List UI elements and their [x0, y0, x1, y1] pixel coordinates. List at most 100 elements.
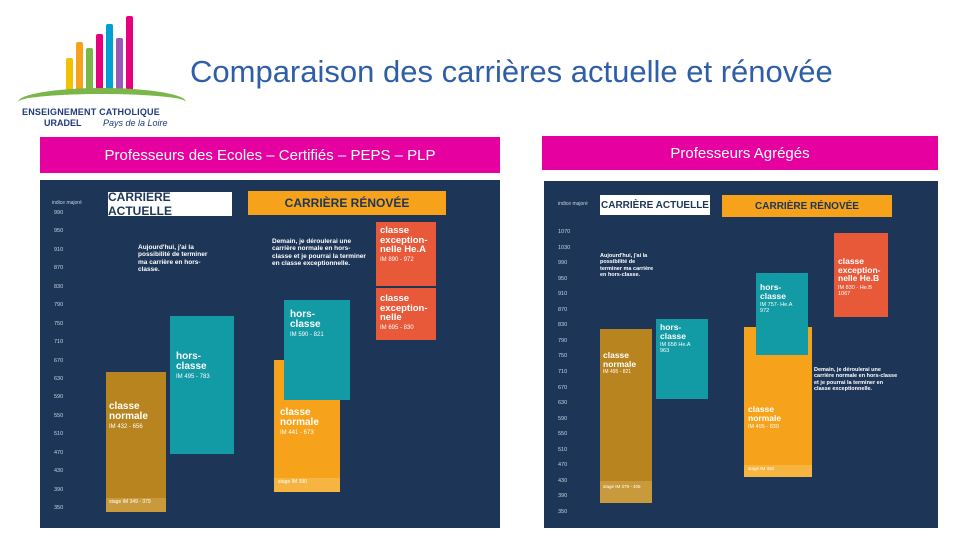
logo-arc	[18, 88, 186, 116]
y-tick-label: 790	[54, 302, 64, 309]
y-tick-label: 430	[558, 477, 568, 484]
header-renovee: CARRIÈRE RÉNOVÉE	[722, 195, 892, 217]
block-hors-classe-renovee: hors-classe IM 757- He.A 972	[756, 273, 808, 355]
block-im: IM 757- He.A 972	[760, 302, 793, 315]
y-tick-label: 550	[54, 412, 64, 419]
logo-tagline: Pays de la Loire	[103, 118, 168, 128]
y-tick-label: 1030	[558, 244, 571, 251]
y-tick-label: 950	[54, 228, 64, 235]
header-actuelle: CARRIÈRE ACTUELLE	[108, 190, 232, 218]
block-classe-exceptionnelle-heb: classe exception-nelle He.B IM 830 - He.…	[834, 233, 888, 317]
block-im: stage IM 390	[278, 479, 307, 485]
y-tick-label: 350	[558, 509, 568, 515]
block-im: stage IM 379 - 405	[603, 484, 641, 489]
block-im: IM 495 - 821	[603, 369, 632, 375]
block-im: IM 441 - 673	[280, 430, 314, 436]
block-name: classe normale	[280, 407, 319, 428]
header-renovee: CARRIÈRE RÉNOVÉE	[248, 191, 446, 215]
y-tick-label: 990	[54, 210, 64, 216]
block-name: classe exception-nelle He.A	[380, 225, 428, 255]
y-tick-label: 590	[558, 415, 568, 422]
y-tick-label: 990	[558, 260, 568, 267]
y-tick-label: 670	[54, 357, 64, 364]
logo	[14, 12, 186, 132]
y-tick-label: 1070	[558, 229, 571, 235]
y-tick-label: 870	[54, 265, 64, 272]
y-tick-label: 430	[54, 468, 64, 475]
block-name: classe exception-nelle	[380, 293, 428, 323]
y-tick-label: 830	[558, 322, 568, 329]
logo-text: ENSEIGNEMENT CATHOLIQUE	[22, 107, 160, 117]
note-actuelle: Aujourd'hui, j'ai la possibilité de term…	[138, 244, 208, 274]
logo-bar	[86, 48, 93, 94]
y-tick-label: 750	[558, 353, 568, 360]
note-renovee: Demain, je déroulerai une carrière norma…	[814, 367, 898, 392]
logo-bar	[116, 38, 123, 94]
block-stage-renovee: stage IM 390	[274, 478, 340, 492]
chart-panel-left: indice majoré 990 950 910 870 830 790 750 710 67…	[40, 180, 500, 528]
block-name: hors-classe	[290, 309, 321, 330]
block-name: hors-classe	[176, 351, 207, 372]
banner-right: Professeurs Agrégés	[542, 136, 938, 170]
y-tick-label: 390	[54, 486, 64, 493]
y-tick-label: 470	[54, 449, 64, 456]
block-name: classe normale	[748, 404, 782, 423]
logo-bar	[106, 24, 113, 94]
block-im: IM 495 - 830	[748, 424, 779, 430]
block-stage-actuelle: stage IM 349 - 379	[106, 498, 166, 512]
y-tick-label: 910	[558, 291, 568, 298]
page-title: Comparaison des carrières actuelle et ré…	[190, 54, 833, 89]
logo-bar	[66, 58, 73, 94]
y-tick-label: 630	[558, 400, 568, 407]
block-classe-normale-actuelle: classe normale IM 432 - 656	[106, 372, 166, 498]
y-tick-label: 510	[54, 431, 64, 438]
header-actuelle: CARRIÈRE ACTUELLE	[600, 195, 710, 215]
y-tick-label: 630	[54, 375, 64, 382]
block-im: IM 830 - He.B 1067	[838, 284, 872, 297]
block-classe-exceptionnelle: classe exception-nelle IM 695 - 830	[376, 288, 436, 340]
block-name: hors-classe	[660, 322, 686, 341]
y-tick-label: 470	[558, 462, 568, 469]
logo-bar	[76, 42, 83, 94]
block-im: IM 495 - 783	[176, 374, 210, 380]
block-name: hors-classe	[760, 282, 786, 301]
y-tick-label: 390	[558, 493, 568, 500]
block-im: IM 432 - 656	[109, 424, 143, 430]
block-im: IM 695 - 830	[380, 324, 414, 331]
y-tick-label: 910	[54, 246, 64, 253]
y-tick-label: 750	[54, 320, 64, 327]
banner-left: Professeurs des Ecoles – Certifiés – PEP…	[40, 137, 500, 173]
block-hors-classe-renovee: hors-classe IM 590 - 821	[284, 300, 350, 400]
y-tick-label: 550	[558, 431, 568, 438]
block-im: IM 890 - 972	[380, 256, 414, 263]
block-name: classe normale	[109, 401, 148, 422]
y-tick-label: 870	[558, 306, 568, 313]
y-tick-label: 510	[558, 446, 568, 453]
chart-panel-right: indice majoré 1070 1030 990 950 910 870 830 790…	[544, 181, 938, 528]
y-tick-label: 950	[558, 275, 568, 282]
block-name: classe exception-nelle He.B	[838, 256, 881, 283]
note-actuelle: Aujourd'hui, j'ai la possibilité de term…	[600, 253, 654, 278]
block-im: IM 658 He.A 963	[660, 342, 691, 355]
logo-bar	[96, 34, 103, 94]
block-im: IM 590 - 821	[290, 332, 324, 338]
block-im: stage IM 450	[748, 466, 775, 471]
block-name: classe normale	[603, 350, 637, 369]
y-tick-label: 710	[54, 339, 64, 346]
block-stage-renovee: stage IM 450	[744, 465, 812, 477]
logo-bar	[126, 16, 133, 94]
block-hors-classe-actuelle: hors-classe IM 495 - 783	[170, 316, 234, 454]
y-tick-label: 350	[54, 505, 64, 511]
logo-text: URADEL	[44, 118, 82, 128]
y-tick-label: 590	[54, 394, 64, 401]
block-classe-exceptionnelle-hea: classe exception-nelle He.A IM 890 - 972	[376, 222, 436, 286]
axis-label: indice majoré	[52, 200, 82, 206]
y-tick-label: 670	[558, 384, 568, 391]
note-renovee: Demain, je déroulerai une carrière norma…	[272, 238, 366, 268]
block-hors-classe-actuelle: hors-classe IM 658 He.A 963	[656, 319, 708, 399]
axis-label: indice majoré	[558, 201, 588, 207]
y-tick-label: 830	[54, 283, 64, 290]
block-im: stage IM 349 - 379	[109, 499, 151, 505]
y-tick-label: 790	[558, 337, 568, 344]
block-stage-actuelle: stage IM 379 - 405	[600, 481, 652, 503]
